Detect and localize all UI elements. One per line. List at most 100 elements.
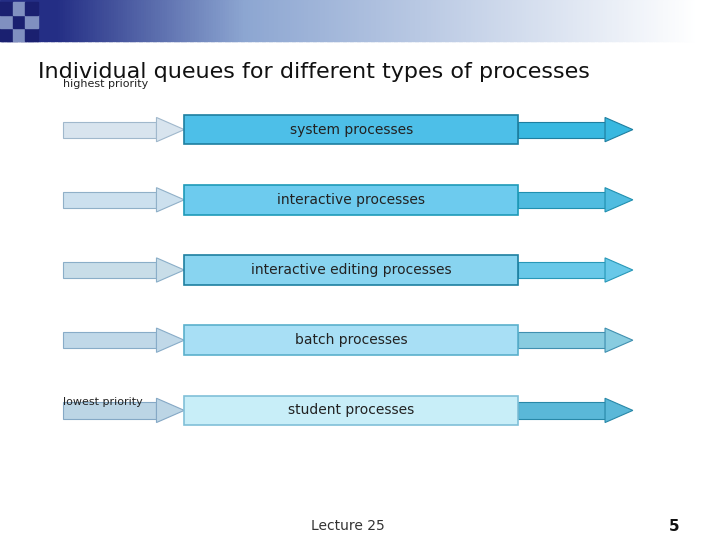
Bar — [236, 0, 240, 40]
Bar — [46, 0, 50, 40]
Bar — [30, 0, 33, 40]
Bar — [545, 0, 548, 40]
Bar — [338, 0, 341, 40]
Bar — [505, 0, 508, 40]
Bar — [644, 0, 647, 40]
Bar — [25, 15, 37, 28]
Bar — [99, 0, 103, 40]
Bar — [686, 0, 689, 40]
Bar — [262, 0, 265, 40]
Bar — [32, 0, 35, 40]
Polygon shape — [63, 332, 156, 348]
Bar — [510, 0, 513, 40]
Bar — [174, 0, 177, 40]
Bar — [49, 0, 52, 40]
Bar — [534, 0, 536, 40]
Bar — [74, 0, 77, 40]
Bar — [81, 0, 84, 40]
Bar — [631, 0, 634, 40]
Polygon shape — [156, 188, 184, 212]
Bar — [496, 0, 499, 40]
Text: Individual queues for different types of processes: Individual queues for different types of… — [38, 62, 590, 82]
Bar — [139, 0, 142, 40]
Polygon shape — [156, 328, 184, 353]
Bar — [462, 0, 464, 40]
Bar — [91, 0, 94, 40]
Bar — [629, 0, 631, 40]
Bar — [392, 0, 395, 40]
Bar — [361, 0, 364, 40]
Bar — [12, 0, 14, 40]
Bar — [466, 0, 469, 40]
Bar — [2, 0, 5, 40]
Bar — [70, 0, 73, 40]
Bar — [667, 0, 670, 40]
Bar — [600, 0, 603, 40]
Bar — [394, 0, 397, 40]
Bar — [656, 0, 659, 40]
Bar — [661, 0, 664, 40]
Bar — [357, 0, 360, 40]
Bar — [568, 0, 571, 40]
Bar — [433, 0, 436, 40]
Bar — [28, 0, 31, 40]
Bar — [310, 0, 314, 40]
Bar — [234, 0, 237, 40]
Bar — [137, 0, 140, 40]
Bar — [621, 0, 624, 40]
Bar — [436, 0, 438, 40]
Bar — [299, 0, 302, 40]
Text: lowest priority: lowest priority — [63, 397, 143, 407]
Bar — [350, 0, 353, 40]
Bar — [640, 0, 643, 40]
Bar — [614, 0, 617, 40]
Bar — [547, 0, 550, 40]
Bar — [12, 15, 25, 28]
Bar — [587, 0, 590, 40]
Bar — [528, 0, 531, 40]
Bar — [323, 0, 325, 40]
Text: student processes: student processes — [288, 403, 414, 417]
Text: system processes: system processes — [289, 123, 413, 137]
Bar — [608, 0, 611, 40]
Bar — [492, 0, 495, 40]
Bar — [0, 15, 12, 28]
Bar — [225, 0, 228, 40]
Bar — [72, 0, 75, 40]
Bar — [443, 0, 446, 40]
Bar — [19, 0, 22, 40]
Bar — [413, 0, 415, 40]
Bar — [264, 0, 267, 40]
Bar — [503, 0, 506, 40]
Bar — [276, 0, 279, 40]
Bar — [313, 0, 316, 40]
Bar — [162, 0, 166, 40]
Bar — [63, 0, 66, 40]
Bar — [220, 0, 223, 40]
Bar — [181, 0, 184, 40]
Text: interactive processes: interactive processes — [277, 193, 426, 207]
Bar — [563, 0, 567, 40]
Bar — [456, 0, 459, 40]
Bar — [418, 0, 420, 40]
Polygon shape — [156, 117, 184, 141]
Polygon shape — [156, 258, 184, 282]
Bar — [12, 2, 25, 15]
Polygon shape — [518, 262, 605, 278]
Bar — [183, 0, 186, 40]
Bar — [167, 0, 170, 40]
Bar — [542, 0, 546, 40]
Bar — [14, 0, 17, 40]
Bar — [12, 28, 25, 40]
Bar — [294, 0, 297, 40]
Bar — [489, 0, 492, 40]
Bar — [0, 2, 12, 15]
Bar — [37, 0, 40, 40]
Bar — [424, 0, 427, 40]
Bar — [327, 0, 330, 40]
Bar — [468, 0, 472, 40]
Bar — [107, 0, 109, 40]
Bar — [359, 0, 362, 40]
Bar — [334, 0, 337, 40]
Bar — [285, 0, 288, 40]
